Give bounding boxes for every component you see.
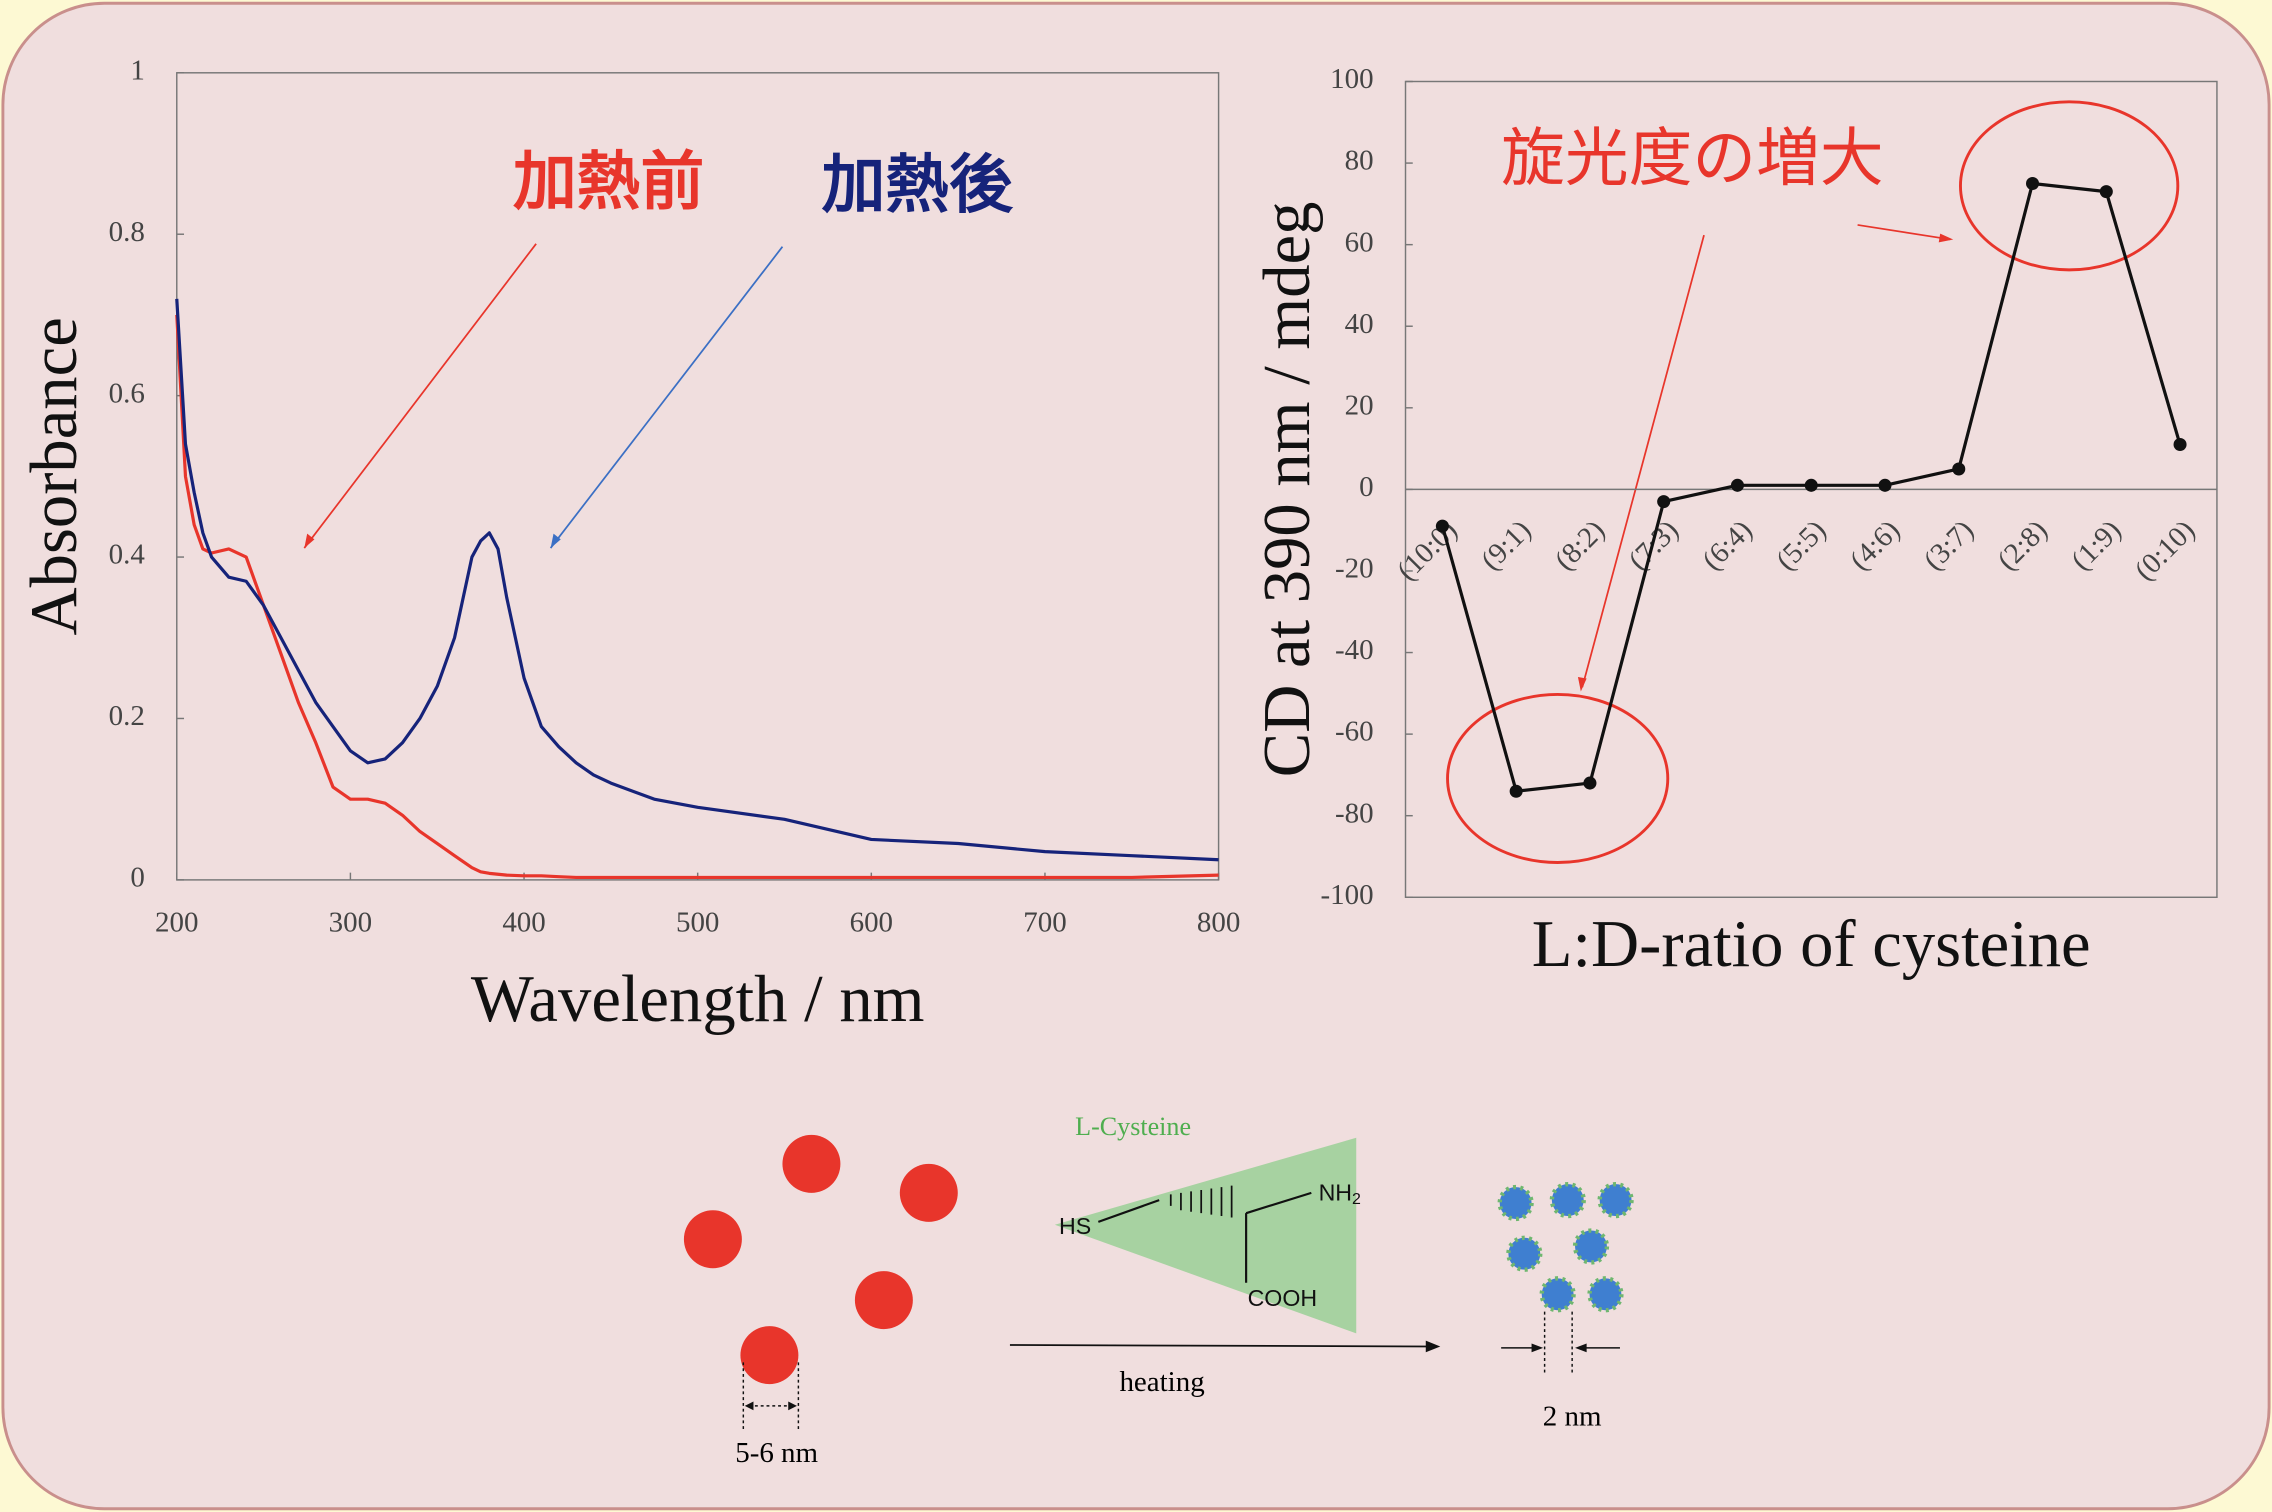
arrow-head (1577, 677, 1587, 692)
x-axis-title: Wavelength / nm (471, 963, 925, 1036)
x-tick-label: 400 (502, 906, 545, 938)
arrow-head (550, 533, 561, 549)
x-tick-label: 800 (1197, 906, 1240, 938)
data-line (175, 314, 1219, 880)
size-label: 2 nm (1543, 1401, 1602, 1433)
data-line (175, 298, 1219, 862)
data-point (1952, 462, 1966, 476)
y-tick-label: 80 (1345, 145, 1374, 177)
y-tick-label: 40 (1345, 308, 1374, 340)
arrow (1857, 224, 1951, 241)
size-label: 5-6 nm (735, 1437, 818, 1469)
data-point (1878, 478, 1892, 492)
x-tick-label: 600 (850, 906, 893, 938)
highlight (1446, 692, 1670, 864)
y-tick-label: 60 (1345, 226, 1374, 258)
diagram: 5-6 nm L-Cysteine HS NH2 COOH heating 2 … (683, 1112, 1634, 1469)
y-tick-label: -100 (1321, 879, 1374, 911)
x-axis-title: L:D-ratio of cysteine (1532, 908, 2091, 981)
y-tick-label: -20 (1335, 553, 1374, 585)
x-tick-label: 300 (329, 906, 372, 938)
x-tick-label: 500 (676, 906, 719, 938)
data-point (1583, 776, 1597, 790)
data-point (2099, 185, 2113, 199)
y-tick-label: 0.2 (109, 700, 145, 732)
ligand-label: L-Cysteine (1075, 1112, 1191, 1141)
atom-label: NH2 (1319, 1179, 1361, 1208)
y-tick-label: -80 (1335, 797, 1374, 829)
arrow (1581, 234, 1705, 688)
subscript: 2 (1352, 1191, 1361, 1208)
annotation: 旋光度の増大 (1501, 122, 1884, 196)
y-tick-label: 20 (1345, 389, 1374, 421)
y-tick-label: -60 (1335, 716, 1374, 748)
arrow (303, 243, 537, 549)
y-tick-label: 100 (1330, 63, 1373, 95)
atom-label: NH (1319, 1179, 1352, 1205)
data-point (1730, 478, 1744, 492)
series-label: 加熱後 (822, 148, 1015, 222)
y-tick-label: 0.4 (109, 539, 146, 571)
data-point (2026, 176, 2040, 190)
highlight (1959, 100, 2180, 272)
x-tick-label: 200 (155, 906, 198, 938)
data-point (1657, 495, 1671, 509)
y-tick-label: 1 (130, 54, 144, 86)
y-tick-label: 0.8 (109, 216, 145, 248)
y-axis-title: CD at 390 nm / mdeg (1251, 202, 1324, 778)
process-label: heating (1119, 1366, 1204, 1398)
y-axis-title: Absorbance (18, 317, 91, 635)
arrow-head (1938, 233, 1954, 243)
atom-label: COOH (1248, 1285, 1318, 1311)
data-point (1804, 478, 1818, 492)
atom-label: HS (1059, 1213, 1091, 1239)
series-label: 加熱前 (513, 145, 704, 219)
y-tick-label: 0 (1359, 471, 1373, 503)
x-tick-label: 700 (1023, 906, 1066, 938)
nanoparticles (683, 1134, 958, 1385)
y-tick-label: -40 (1335, 634, 1374, 666)
data-point (2173, 437, 2187, 452)
data-point (1509, 784, 1523, 798)
arrow-head (304, 533, 315, 549)
y-tick-label: 0.6 (109, 377, 145, 409)
arrow (549, 246, 784, 549)
y-tick-label: 0 (130, 862, 144, 894)
data-point (1435, 519, 1449, 533)
